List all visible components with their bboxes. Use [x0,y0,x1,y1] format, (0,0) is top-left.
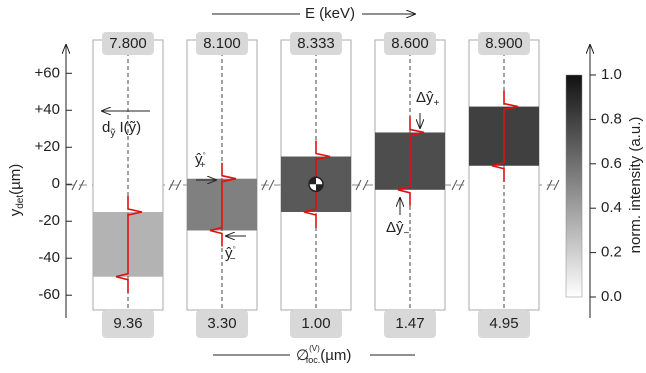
y-tick-label: -20 [38,212,60,229]
energy-label: 8.900 [485,35,523,52]
y-tick-label: +20 [35,138,60,155]
bottom-axis: ∅(V)foc.(µm) [213,344,415,365]
y-tick-label: +60 [35,64,60,81]
colorbar-tick-label: 1.0 [601,66,622,83]
bottom-label: ∅(V)foc.(µm) [296,344,351,365]
energy-label: 7.800 [109,35,147,52]
y-tick-label: 0 [52,175,60,192]
annotation: dỹ I(ỹ) [102,119,141,139]
y-tick-label: +40 [35,101,60,118]
top-axis: E (keV) [212,5,415,22]
energy-label: 8.100 [203,35,241,52]
colorbar-label: norm. intensity (a.u.) [627,117,644,254]
diameter-label: 4.95 [489,315,518,332]
diameter-label: 1.47 [395,315,424,332]
colorbar-tick-label: 0.8 [601,110,622,127]
colorbar-tick-label: 0.6 [601,155,622,172]
panels: 7.800 9.36 8.100 3.30 8.333 1.00 8.600 1.47 8.90… [72,32,559,338]
colorbar-tick-label: 0.0 [601,288,622,305]
annotation: ŷ◦+ [195,148,206,170]
energy-label: 8.333 [297,35,335,52]
y-label: ydet(µm) [7,164,26,217]
annotation: ŷ◦− [225,242,236,264]
colorbar [566,75,582,297]
colorbar-tick-label: 0.2 [601,244,622,261]
figure: E (keV) ∅(V)foc.(µm) ydet(µm) 7.800 9.36 8… [0,0,646,373]
diameter-label: 9.36 [113,315,142,332]
diameter-label: 3.30 [207,315,236,332]
colorbar-tick-label: 0.4 [601,199,622,216]
y-tick-label: -60 [38,286,60,303]
top-label: E (keV) [305,5,355,22]
energy-label: 8.600 [391,35,429,52]
diameter-label: 1.00 [301,315,330,332]
y-tick-label: -40 [38,249,60,266]
